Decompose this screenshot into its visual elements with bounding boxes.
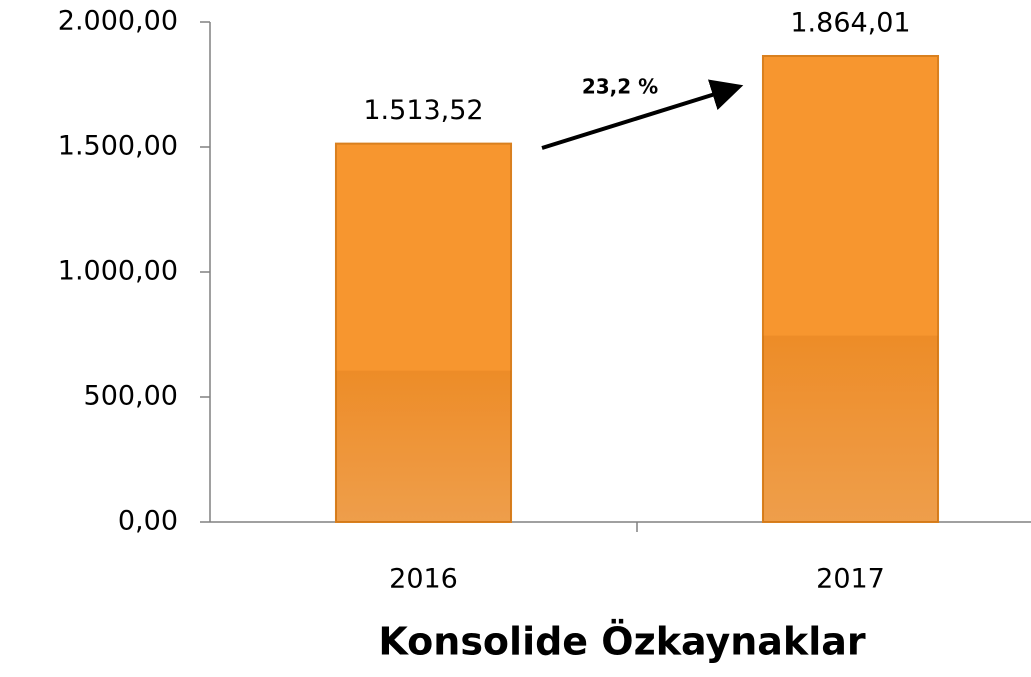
- y-tick-label: 1.500,00: [58, 131, 178, 162]
- y-tick-label: 0,00: [118, 506, 178, 537]
- bar-shade: [335, 370, 512, 522]
- bar-shade: [762, 335, 939, 522]
- y-tick-label: 500,00: [84, 381, 178, 412]
- bar: [334, 142, 513, 523]
- growth-arrow: [541, 79, 744, 150]
- data-label: 1.513,52: [363, 95, 483, 126]
- x-tick-label: 2016: [389, 564, 458, 595]
- y-tick-label: 1.000,00: [58, 256, 178, 287]
- bar: [761, 54, 940, 524]
- x-tick-label: 2017: [816, 564, 885, 595]
- data-label: 1.864,01: [790, 7, 910, 38]
- annotation: 23,2 %: [582, 75, 658, 99]
- x-axis-title: Konsolide Özkaynaklar: [378, 620, 865, 664]
- y-tick-label: 2.000,00: [58, 6, 178, 37]
